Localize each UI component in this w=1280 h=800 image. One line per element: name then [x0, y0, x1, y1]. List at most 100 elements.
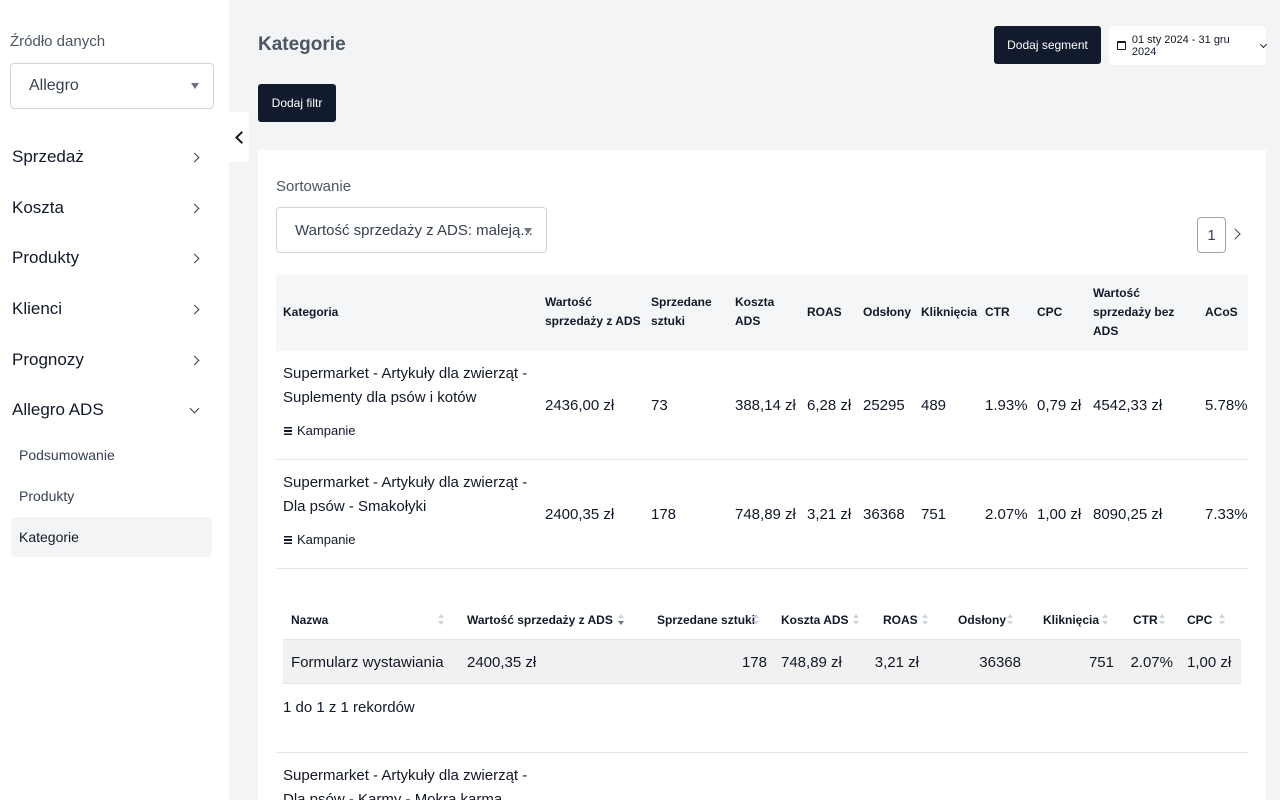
sub-cell-sztuki: 178	[741, 654, 767, 671]
chevron-down-icon	[189, 403, 200, 413]
add-filter-button[interactable]: Dodaj filtr	[258, 84, 336, 122]
sort-icon[interactable]	[753, 614, 759, 626]
sort-icon[interactable]	[922, 614, 928, 626]
sub-cell-wartosc: 2400,35 zł	[467, 654, 537, 671]
page-number-button[interactable]: 1	[1197, 217, 1226, 253]
col-header-line: ADS	[1093, 324, 1119, 338]
sort-icon[interactable]	[1007, 614, 1013, 626]
col-header-cpc[interactable]: CPC	[1037, 305, 1063, 319]
sort-icon[interactable]	[1102, 614, 1108, 626]
cell-koszta: 748,89 zł	[735, 506, 796, 523]
campaigns-link[interactable]: Kampanie	[284, 423, 356, 438]
col-header-sprzedane[interactable]: Sprzedane sztuki	[651, 293, 712, 331]
sidebar: Źródło danych Allegro Sprzedaż Koszta Pr…	[0, 0, 229, 800]
page-title: Kategorie	[258, 34, 346, 55]
sub-col-header-cpc[interactable]: CPC	[1187, 613, 1213, 627]
categories-panel: Sortowanie Wartość sprzedaży z ADS: male…	[258, 150, 1266, 800]
category-name-line: Dla psów - Karmy - Mokra karma	[283, 791, 503, 800]
nav-item-allegro-ads[interactable]: Allegro ADS	[12, 395, 202, 425]
sort-select[interactable]: Wartość sprzedaży z ADS: maleją...	[276, 207, 547, 253]
col-header-roas[interactable]: ROAS	[807, 305, 842, 319]
cell-cpc: 1,00 zł	[1037, 506, 1082, 523]
subnav-item-produkty[interactable]: Produkty	[11, 476, 212, 516]
cell-wartosc: 2400,35 zł	[545, 506, 615, 523]
nav-item-produkty[interactable]: Produkty	[12, 243, 202, 273]
campaigns-table-row[interactable]: Formularz wystawiania 2400,35 zł 178 748…	[283, 639, 1241, 684]
nav-item-sprzedaz[interactable]: Sprzedaż	[12, 142, 202, 172]
col-header-wartosc[interactable]: Wartość sprzedaży z ADS	[545, 293, 641, 331]
subnav-item-label: Kategorie	[19, 529, 79, 545]
nav-item-label: Koszta	[12, 198, 64, 217]
table-row: Supermarket - Artykuły dla zwierząt - Su…	[276, 351, 1248, 460]
sub-col-header-klikniecia[interactable]: Kliknięcia	[1043, 613, 1100, 627]
col-header-line: Wartość	[1093, 286, 1140, 300]
col-header-klikniecia[interactable]: Kliknięcia	[921, 305, 978, 319]
caret-down-icon	[191, 83, 199, 89]
col-header-bez-ads[interactable]: Wartość sprzedaży bez ADS	[1093, 284, 1174, 341]
sub-cell-ctr: 2.07%	[1130, 654, 1173, 671]
col-header-acos[interactable]: ACoS	[1205, 305, 1238, 319]
subnav-item-podsumowanie[interactable]: Podsumowanie	[11, 435, 212, 475]
nav-item-label: Produkty	[12, 248, 80, 267]
col-header-line: Sprzedane	[651, 295, 712, 309]
chevron-left-icon	[234, 130, 248, 144]
add-segment-button[interactable]: Dodaj segment	[994, 26, 1101, 64]
sub-col-header-koszta[interactable]: Koszta ADS	[781, 613, 849, 627]
cell-roas: 6,28 zł	[807, 397, 852, 414]
subnav-item-kategorie[interactable]: Kategorie	[11, 517, 212, 557]
next-page-icon[interactable]	[1229, 228, 1241, 240]
date-range-button[interactable]: 01 sty 2024 - 31 gru 2024	[1109, 26, 1268, 65]
sub-cell-roas: 3,21 zł	[874, 654, 919, 671]
nav-item-koszta[interactable]: Koszta	[12, 193, 202, 223]
category-name-line: Dla psów - Smakołyki	[283, 498, 427, 515]
sub-col-header-sztuki[interactable]: Sprzedane sztuki	[657, 613, 756, 627]
category-name-line: Supermarket - Artykuły dla zwierząt -	[283, 767, 528, 784]
col-header-odslony[interactable]: Odsłony	[863, 305, 912, 319]
cell-sztuki: 73	[651, 397, 668, 414]
cell-odslony: 25295	[863, 397, 905, 414]
list-icon	[284, 535, 292, 544]
cell-odslony: 36368	[863, 506, 905, 523]
cell-cpc: 0,79 zł	[1037, 397, 1082, 414]
cell-koszta: 388,14 zł	[735, 397, 796, 414]
sort-icon[interactable]	[438, 614, 444, 626]
cell-ctr: 2.07%	[985, 506, 1028, 523]
cell-wartosc: 2436,00 zł	[545, 397, 615, 414]
sub-cell-cpc: 1,00 zł	[1187, 654, 1232, 671]
col-header-line: sprzedaży bez	[1093, 305, 1175, 319]
sub-col-header-nazwa[interactable]: Nazwa	[291, 613, 329, 627]
col-header-line: Wartość	[545, 295, 592, 309]
nav-item-label: Sprzedaż	[12, 147, 84, 166]
sub-cell-odslony: 36368	[979, 654, 1021, 671]
sort-icon[interactable]	[853, 614, 859, 626]
sort-desc-icon[interactable]	[618, 614, 624, 626]
sort-value: Wartość sprzedaży z ADS: maleją...	[295, 221, 533, 239]
cell-bez-ads: 4542,33 zł	[1093, 397, 1163, 414]
chevron-down-icon	[1260, 40, 1268, 48]
sub-col-header-wartosc[interactable]: Wartość sprzedaży z ADS	[467, 613, 613, 627]
list-icon	[284, 426, 292, 435]
col-header-ctr[interactable]: CTR	[985, 305, 1010, 319]
sidebar-collapse-button[interactable]	[229, 112, 249, 162]
data-source-select[interactable]: Allegro	[10, 63, 214, 109]
sub-col-header-roas[interactable]: ROAS	[883, 613, 918, 627]
col-header-koszta[interactable]: Koszta ADS	[735, 293, 774, 331]
sub-col-header-ctr[interactable]: CTR	[1133, 613, 1158, 627]
nav-item-label: Allegro ADS	[12, 400, 104, 419]
nav-item-prognozy[interactable]: Prognozy	[12, 345, 202, 375]
campaigns-label: Kampanie	[297, 532, 356, 547]
cell-roas: 3,21 zł	[807, 506, 852, 523]
chevron-right-icon	[189, 355, 200, 365]
categories-table-header: Kategoria Wartość sprzedaży z ADS Sprzed…	[276, 275, 1248, 351]
sub-col-header-odslony[interactable]: Odsłony	[958, 613, 1007, 627]
sort-icon[interactable]	[1159, 614, 1165, 626]
col-header-kategoria[interactable]: Kategoria	[283, 305, 339, 319]
cell-acos: 5.78%	[1205, 397, 1248, 414]
records-info: 1 do 1 z 1 rekordów	[283, 699, 415, 716]
subnav-item-label: Produkty	[19, 488, 75, 504]
campaigns-link[interactable]: Kampanie	[284, 532, 356, 547]
sort-icon[interactable]	[1219, 614, 1225, 626]
category-name-line: Supermarket - Artykuły dla zwierząt -	[283, 365, 528, 382]
nav-item-klienci[interactable]: Klienci	[12, 294, 202, 324]
chevron-right-icon	[189, 152, 200, 162]
